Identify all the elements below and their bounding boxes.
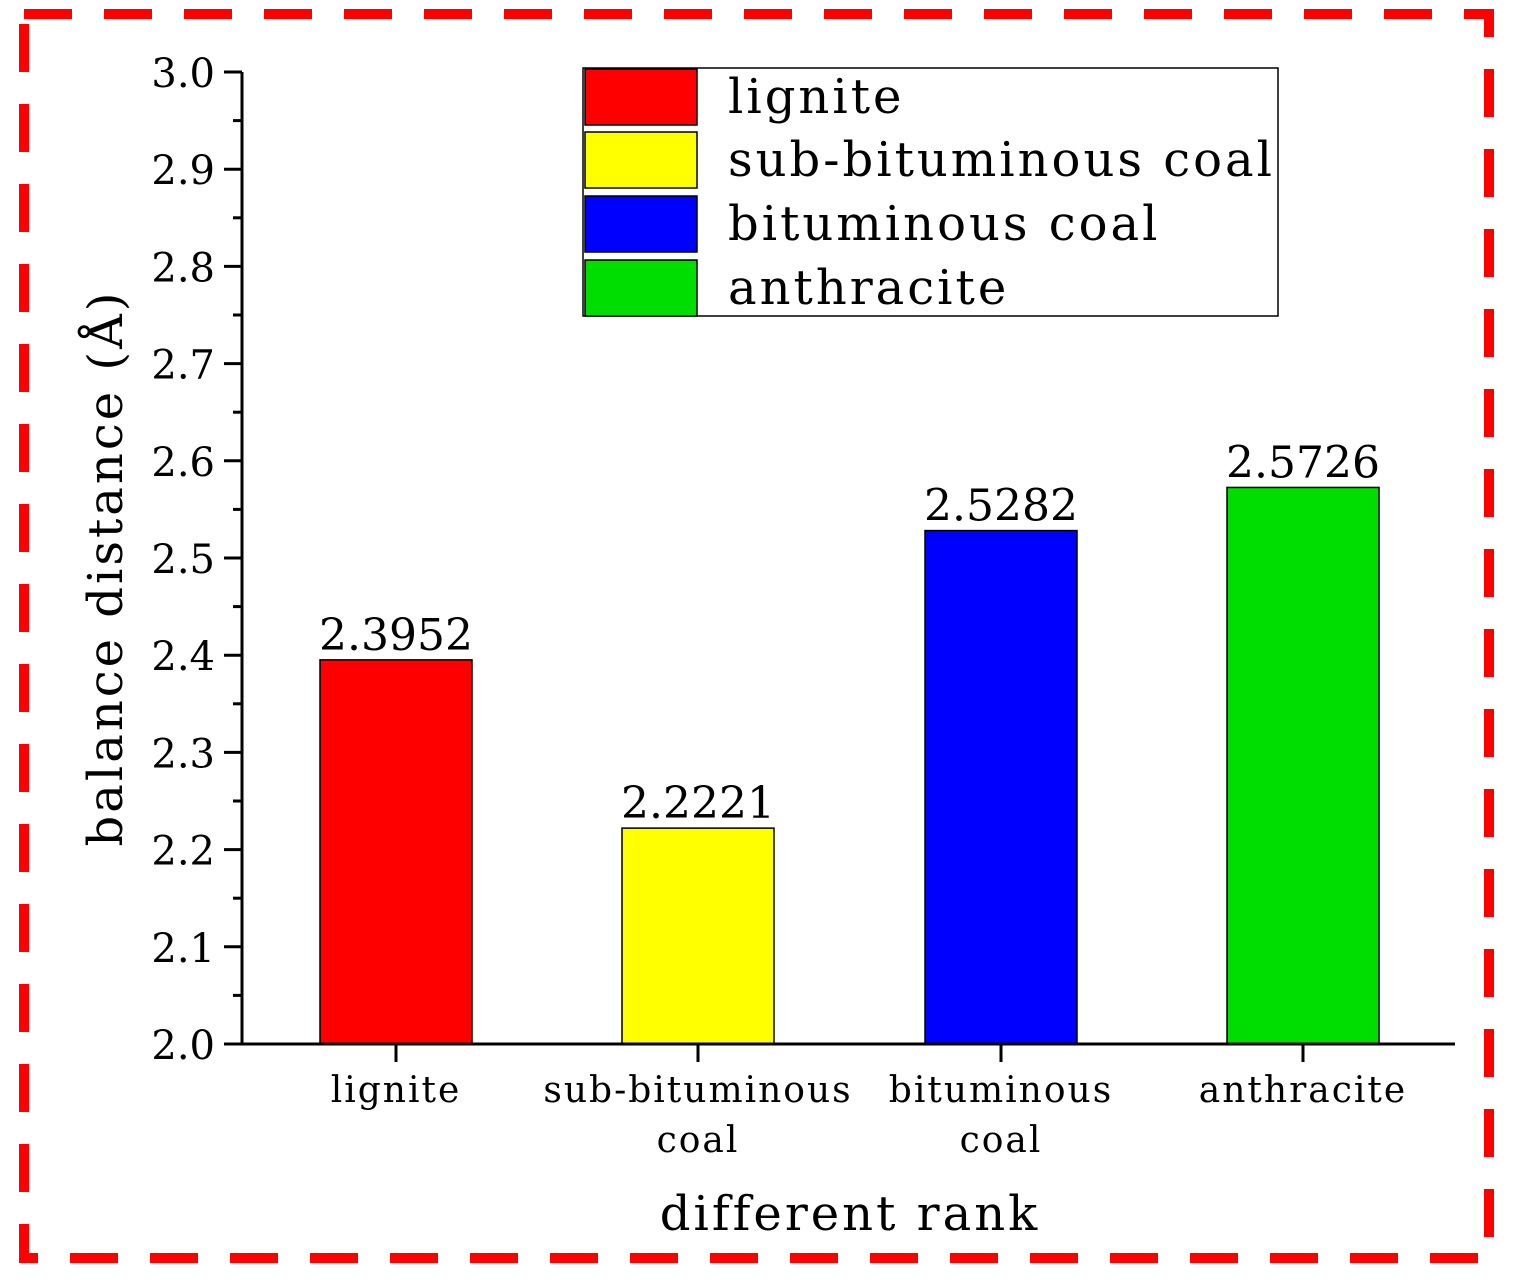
y-tick-label: 2.2 xyxy=(151,829,215,875)
x-tick-label: lignite xyxy=(331,1070,462,1111)
x-tick-label: bituminous xyxy=(889,1070,1113,1111)
y-tick-label: 3.0 xyxy=(151,51,215,97)
x-axis-ticks: lignite sub-bituminous coal bituminous coal a… xyxy=(331,1044,1407,1161)
plot-area: 2.0 2.1 2.2 2.3 2.4 2.5 2.6 2.7 2.8 2.9 3.0 2.3952… xyxy=(151,51,1455,1161)
bar-value-label: 2.2221 xyxy=(621,778,775,829)
legend-label: anthracite xyxy=(728,260,1009,316)
bar xyxy=(924,529,1078,1045)
y-axis-ticks: 2.0 2.1 2.2 2.3 2.4 2.5 2.6 2.7 2.8 2.9 3.0 xyxy=(151,51,242,1069)
y-tick-label: 2.5 xyxy=(151,537,215,583)
y-tick-label: 2.6 xyxy=(151,440,215,486)
x-tick-label: anthracite xyxy=(1199,1070,1407,1111)
bars xyxy=(319,486,1380,1045)
legend-label: lignite xyxy=(728,69,904,125)
y-tick-label: 2.8 xyxy=(151,245,215,291)
x-tick-label: sub-bituminous xyxy=(543,1070,852,1111)
bar-value-label: 2.5282 xyxy=(924,481,1078,532)
legend-swatch xyxy=(584,195,698,253)
y-tick-label: 2.7 xyxy=(151,343,215,389)
y-axis-title: balance distance (Å) xyxy=(77,290,134,847)
legend-label: bituminous coal xyxy=(728,196,1161,252)
y-tick-label: 2.1 xyxy=(151,926,215,972)
legend-swatch xyxy=(584,131,698,189)
bar-value-label: 2.5726 xyxy=(1226,437,1380,488)
y-tick-label: 2.3 xyxy=(151,731,215,777)
legend-frame xyxy=(582,67,1279,317)
bar-value-label: 2.3952 xyxy=(319,610,473,661)
y-tick-label: 2.0 xyxy=(151,1023,215,1069)
legend-swatch xyxy=(584,68,698,126)
x-tick-label: coal xyxy=(960,1120,1043,1161)
frame-border xyxy=(19,9,1494,1263)
legend-swatch xyxy=(584,259,698,317)
bar xyxy=(319,659,473,1045)
bar xyxy=(621,827,775,1045)
x-tick-label: coal xyxy=(657,1120,740,1161)
bar-value-labels: 2.3952 2.2221 2.5282 2.5726 xyxy=(319,437,1380,829)
x-axis-title: different rank xyxy=(660,1186,1040,1242)
y-tick-label: 2.9 xyxy=(151,148,215,194)
legend: lignite sub-bituminous coal bituminous coa… xyxy=(582,67,1279,317)
legend-label: sub-bituminous coal xyxy=(728,132,1275,188)
bar xyxy=(1226,486,1380,1045)
y-tick-label: 2.4 xyxy=(151,634,215,680)
